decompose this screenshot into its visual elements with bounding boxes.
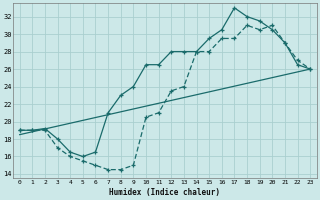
X-axis label: Humidex (Indice chaleur): Humidex (Indice chaleur)	[109, 188, 220, 197]
